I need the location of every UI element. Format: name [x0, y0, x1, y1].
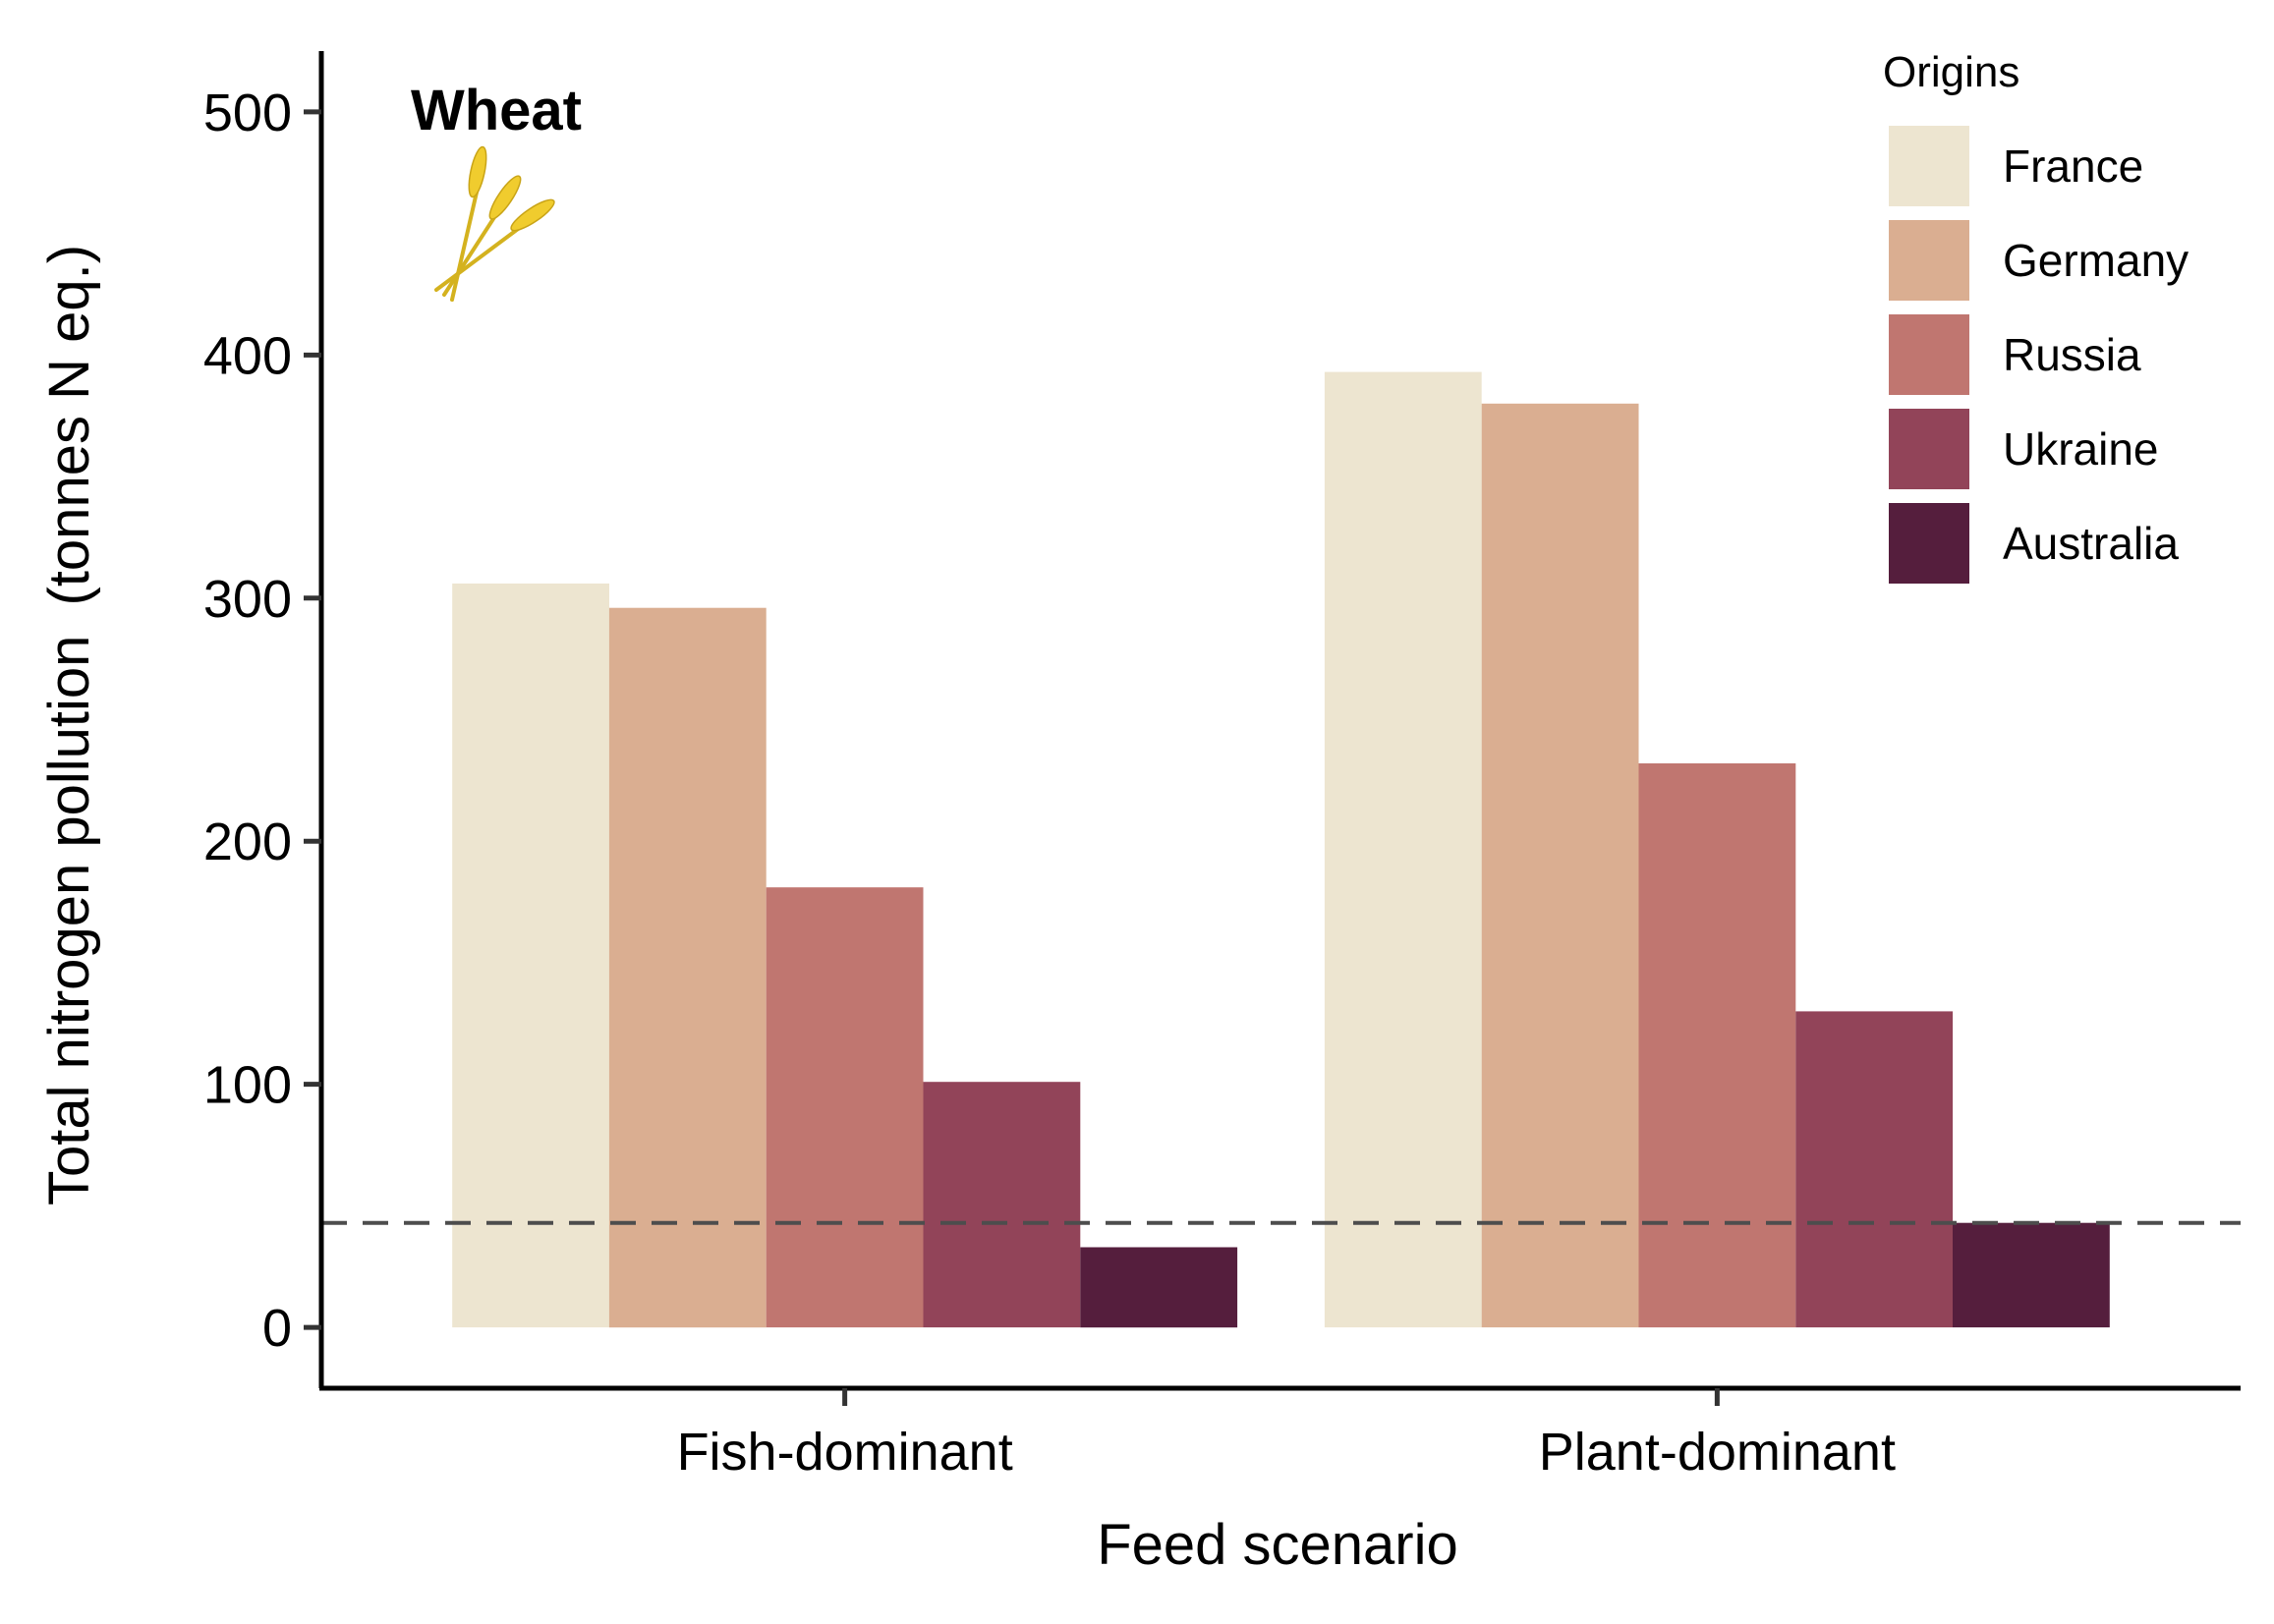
y-tick-label: 300 — [203, 570, 292, 629]
y-axis-title-main: Total nitrogen pollution — [37, 636, 101, 1205]
legend-key-germany — [1889, 220, 1969, 301]
legend: Origins France Germany Russia Ukraine Austral… — [1883, 48, 2189, 584]
x-tick-label: Fish-dominant — [677, 1423, 1013, 1482]
x-tick-label: Plant-dominant — [1539, 1423, 1896, 1482]
y-axis-title-unit: (tonnes N eq.) — [37, 245, 101, 606]
legend-label-france: France — [2003, 140, 2143, 192]
bar-russia-fish-dominant — [766, 887, 924, 1328]
legend-key-russia — [1889, 314, 1969, 395]
y-tick-label: 0 — [262, 1299, 292, 1358]
y-tick-label: 400 — [203, 326, 292, 385]
bar-germany-fish-dominant — [608, 607, 767, 1328]
x-axis-title: Feed scenario — [1097, 1513, 1458, 1577]
legend-label-germany: Germany — [2003, 235, 2189, 286]
bar-france-fish-dominant — [452, 583, 609, 1328]
legend-label-australia: Australia — [2003, 518, 2179, 569]
bar-ukraine-plant-dominant — [1795, 1011, 1954, 1328]
bar-ukraine-fish-dominant — [923, 1082, 1081, 1328]
wheat-icon — [434, 145, 555, 302]
legend-label-russia: Russia — [2003, 329, 2141, 380]
legend-label-ukraine: Ukraine — [2003, 423, 2159, 475]
chart-annotation: Wheat — [411, 79, 582, 142]
bar-russia-plant-dominant — [1638, 763, 1796, 1328]
bar-australia-fish-dominant — [1080, 1247, 1238, 1328]
axes-layer: 0 100 200 300 400 500 Fish-dominant Plant-domin… — [203, 51, 2241, 1482]
bars-layer — [452, 371, 2110, 1328]
legend-key-ukraine — [1889, 409, 1969, 489]
legend-key-australia — [1889, 503, 1969, 584]
y-tick-label: 100 — [203, 1056, 292, 1115]
legend-title: Origins — [1883, 48, 2019, 96]
y-tick-label: 500 — [203, 84, 292, 142]
bar-australia-plant-dominant — [1953, 1222, 2110, 1328]
y-axis-title: Total nitrogen pollution (tonnes N eq.) — [37, 245, 101, 1205]
bar-germany-plant-dominant — [1481, 403, 1639, 1328]
bar-france-plant-dominant — [1324, 371, 1482, 1328]
legend-key-france — [1889, 126, 1969, 206]
y-tick-label: 200 — [203, 812, 292, 871]
